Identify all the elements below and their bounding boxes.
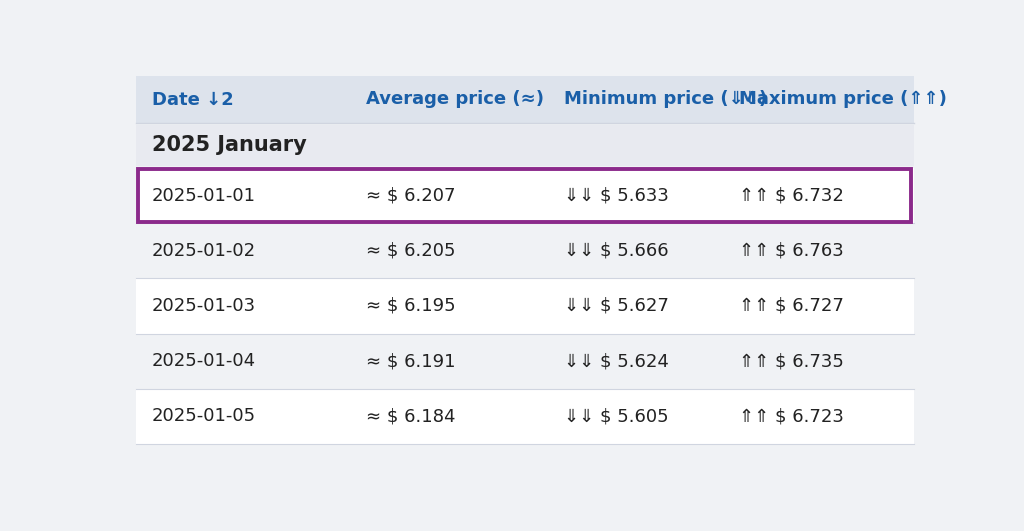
FancyBboxPatch shape <box>136 389 913 444</box>
Text: 2025-01-05: 2025-01-05 <box>152 407 256 425</box>
Text: ≈ $ 6.184: ≈ $ 6.184 <box>367 407 456 425</box>
Text: ⇑⇑ $ 6.732: ⇑⇑ $ 6.732 <box>739 186 844 204</box>
Text: 2025-01-02: 2025-01-02 <box>152 242 256 260</box>
Text: ⇓⇓ $ 5.624: ⇓⇓ $ 5.624 <box>564 352 670 370</box>
FancyBboxPatch shape <box>136 278 913 333</box>
FancyBboxPatch shape <box>136 333 913 389</box>
Text: 2025-01-01: 2025-01-01 <box>152 186 256 204</box>
FancyBboxPatch shape <box>136 125 913 166</box>
Text: ≈ $ 6.205: ≈ $ 6.205 <box>367 242 456 260</box>
Text: ⇑⇑ $ 6.763: ⇑⇑ $ 6.763 <box>739 242 844 260</box>
Text: Minimum price (⇓⇓): Minimum price (⇓⇓) <box>564 90 768 108</box>
Text: ⇑⇑ $ 6.727: ⇑⇑ $ 6.727 <box>739 297 844 315</box>
Text: 2025-01-03: 2025-01-03 <box>152 297 256 315</box>
Text: ⇓⇓ $ 5.666: ⇓⇓ $ 5.666 <box>564 242 669 260</box>
Text: Date ↓2: Date ↓2 <box>152 90 233 108</box>
Text: 2025 January: 2025 January <box>152 135 306 156</box>
Text: Average price (≈): Average price (≈) <box>367 90 544 108</box>
Text: ⇓⇓ $ 5.627: ⇓⇓ $ 5.627 <box>564 297 670 315</box>
Text: ≈ $ 6.195: ≈ $ 6.195 <box>367 297 456 315</box>
Text: ⇓⇓ $ 5.633: ⇓⇓ $ 5.633 <box>564 186 670 204</box>
FancyBboxPatch shape <box>136 168 913 223</box>
FancyBboxPatch shape <box>136 76 913 123</box>
Text: Maximum price (⇑⇑): Maximum price (⇑⇑) <box>739 90 947 108</box>
Text: ⇓⇓ $ 5.605: ⇓⇓ $ 5.605 <box>564 407 669 425</box>
Text: ⇑⇑ $ 6.735: ⇑⇑ $ 6.735 <box>739 352 844 370</box>
Text: 2025-01-04: 2025-01-04 <box>152 352 256 370</box>
Text: ≈ $ 6.191: ≈ $ 6.191 <box>367 352 456 370</box>
Text: ⇑⇑ $ 6.723: ⇑⇑ $ 6.723 <box>739 407 844 425</box>
FancyBboxPatch shape <box>136 223 913 278</box>
Text: ≈ $ 6.207: ≈ $ 6.207 <box>367 186 456 204</box>
